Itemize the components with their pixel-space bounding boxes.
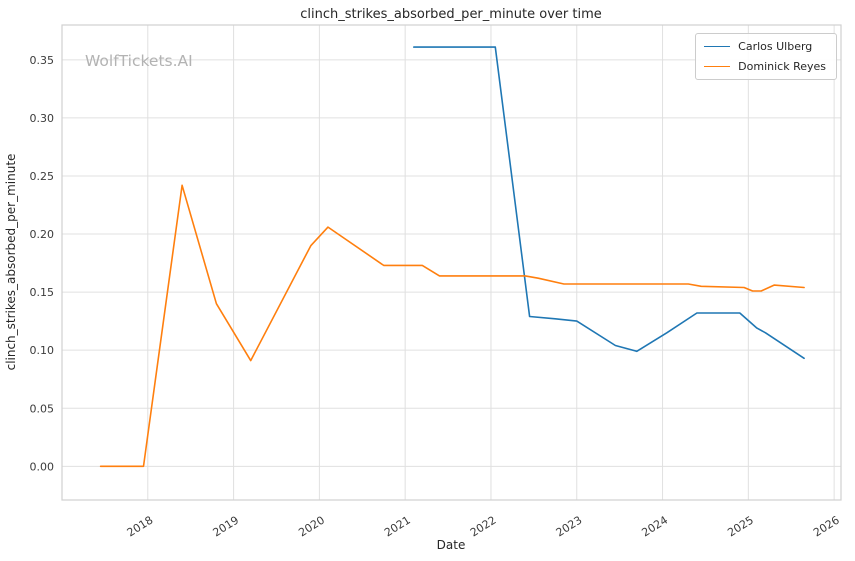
legend: Carlos Ulberg Dominick Reyes [695,33,837,80]
x-tick-label: 2023 [554,514,585,540]
y-tick-label: 0.30 [30,112,55,125]
legend-item-dominick-reyes: Dominick Reyes [704,60,826,73]
legend-line-carlos-ulberg [704,46,731,47]
watermark: WolfTickets.AI [85,52,193,70]
y-tick-label: 0.20 [30,228,55,241]
chart-title: clinch_strikes_absorbed_per_minute over … [300,7,602,22]
legend-item-carlos-ulberg: Carlos Ulberg [704,40,826,53]
x-tick-label: 2021 [382,514,413,540]
series-line-dominick-reyes [99,184,805,468]
x-tick-label: 2026 [811,514,842,540]
legend-label: Dominick Reyes [738,60,826,73]
y-tick-label: 0.35 [30,54,55,67]
grid-layer [62,25,841,500]
x-tick-label: 2022 [468,514,499,540]
y-tick-label: 0.10 [30,344,55,357]
x-tick-label: 2024 [640,514,671,540]
axes-border [61,24,842,501]
x-tick-label: 2020 [296,514,327,540]
y-tick-label: 0.15 [30,286,55,299]
x-tick-label: 2025 [725,514,756,540]
x-axis-label: Date [437,538,466,552]
legend-label: Carlos Ulberg [738,40,813,53]
series-line-carlos-ulberg [412,46,805,360]
y-tick-label: 0.00 [30,460,55,473]
series-layer [99,46,805,468]
axes-border-layer [61,24,842,501]
legend-line-dominick-reyes [704,66,731,67]
y-axis-label: clinch_strikes_absorbed_per_minute [4,154,18,371]
x-tick-label: 2019 [211,514,242,540]
x-tick-label: 2018 [125,514,156,540]
y-tick-label: 0.25 [30,170,55,183]
y-tick-label: 0.05 [30,402,55,415]
